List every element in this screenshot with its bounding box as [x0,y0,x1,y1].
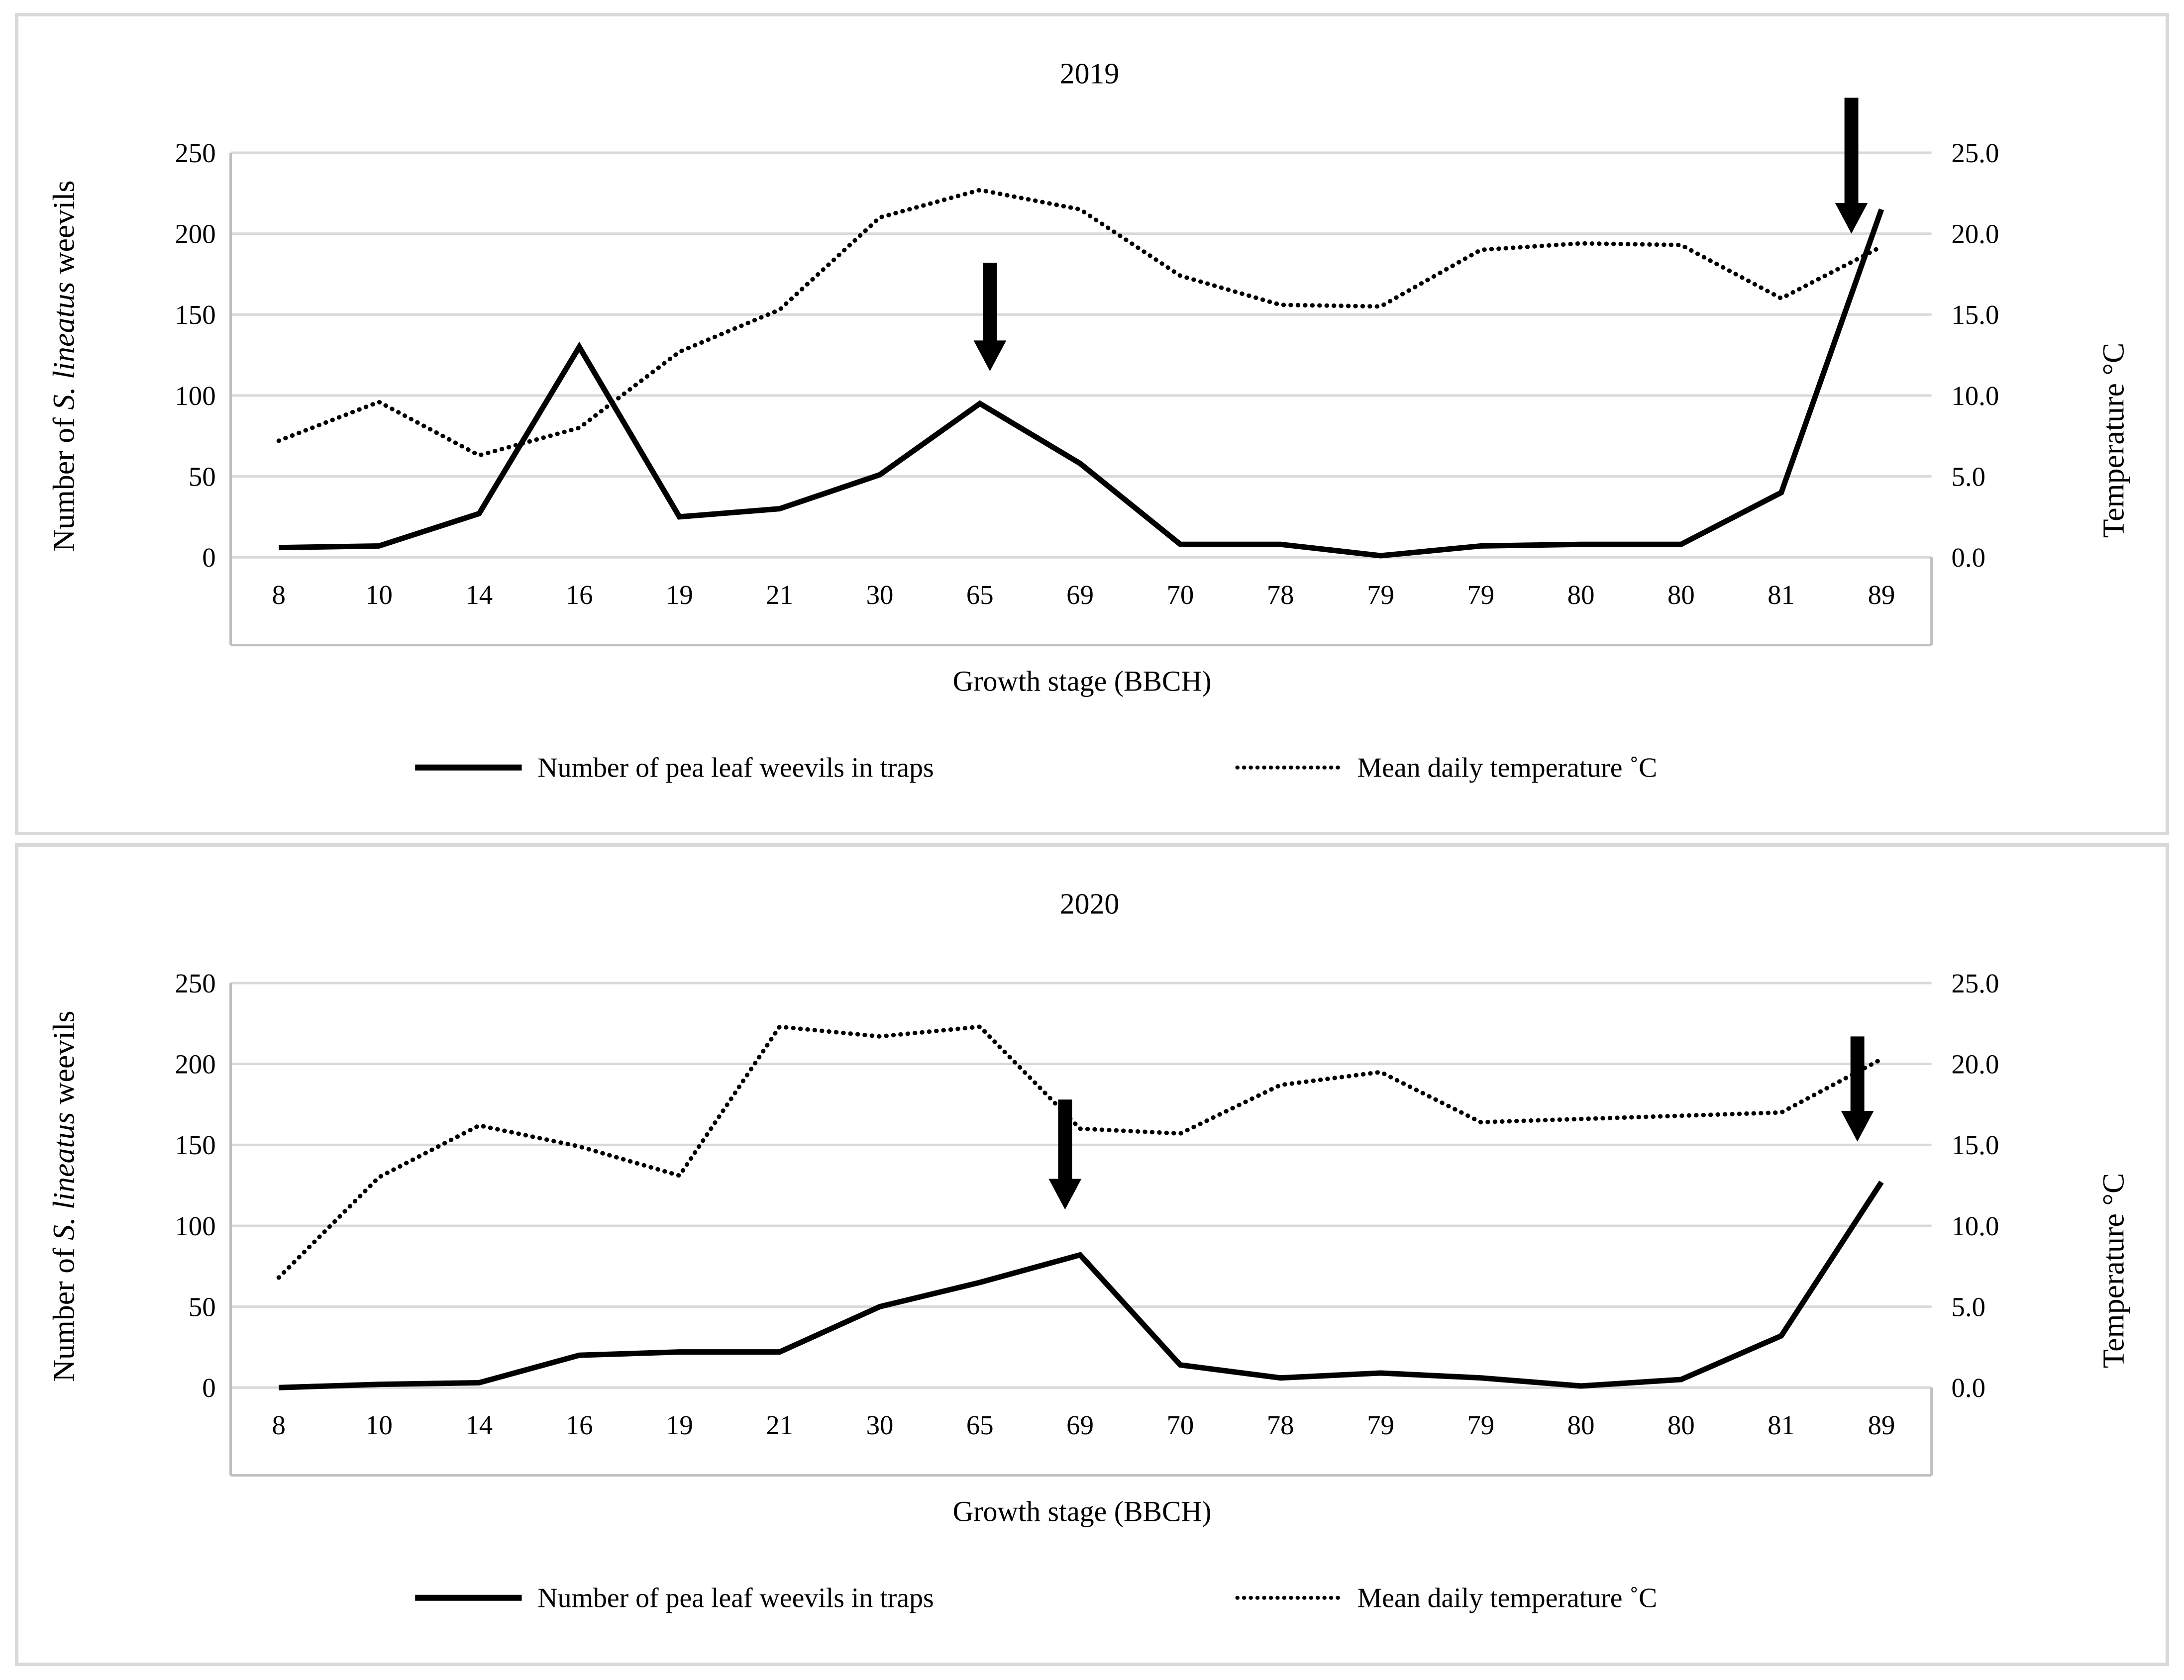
y-right-tick-label: 0.0 [1951,542,1985,573]
x-tick-label: 8 [272,580,285,610]
y-left-tick-label: 250 [175,968,215,998]
x-tick-label: 78 [1267,1410,1294,1440]
legend-label-temperature: Mean daily temperature ˚C [1357,753,1658,784]
x-tick-label: 16 [566,1410,593,1440]
y-right-tick-label: 20.0 [1951,219,1999,249]
annotation-layer [1048,1036,1874,1210]
y-axis-title-left-part: Number of [47,1240,81,1382]
y-left-tick-label: 200 [175,219,215,249]
y-axis-title-right: Temperature °C [2096,343,2130,538]
y-left-tick-label: 0 [202,1373,215,1403]
y-axis-title-left-species: S. lineatus [47,1112,81,1240]
weevils-line [279,1181,1884,1390]
annotation-layer [973,98,1868,372]
temperature-line [276,188,1884,458]
axis-layer: 250 25.0 200 20.0 150 15.0 100 10.0 50 5.0 0 0.0 8 10… [175,968,1999,1477]
x-axis-title: Growth stage (BBCH) [953,1496,1212,1528]
x-axis-title: Growth stage (BBCH) [953,665,1212,697]
legend: Number of pea leaf weevils in traps Mean… [415,1583,1657,1614]
chart-2019: 250 25.0 200 20.0 150 15.0 100 10.0 50 5.0 0 0.0 8 10… [47,57,2131,784]
x-tick-label: 79 [1367,580,1394,610]
chart-title: 2019 [1060,57,1120,90]
gridlines-layer [230,982,1932,1389]
y-right-tick-label: 20.0 [1951,1049,1999,1080]
chart-panel-2020: 250 25.0 200 20.0 150 15.0 100 10.0 50 5.0 0 0.0 8 10… [15,843,2169,1666]
x-tick-label: 8 [272,1410,285,1440]
legend: Number of pea leaf weevils in traps Mean… [415,753,1657,784]
y-right-tick-label: 0.0 [1951,1373,1985,1403]
x-tick-label: 14 [465,580,493,610]
x-tick-label: 89 [1868,580,1895,610]
x-tick-label: 69 [1066,580,1094,610]
down-arrow-annotation [1835,98,1868,234]
y-axis-title-left: Number of S. lineatus weevils [47,180,81,551]
x-tick-label: 21 [766,580,793,610]
x-tick-label: 69 [1066,1410,1094,1440]
chart-2020: 250 25.0 200 20.0 150 15.0 100 10.0 50 5.0 0 0.0 8 10… [47,888,2131,1614]
down-arrow-annotation [973,263,1007,372]
x-tick-label: 89 [1868,1410,1895,1440]
y-right-tick-label: 25.0 [1951,138,1999,168]
y-left-tick-label: 150 [175,1130,215,1161]
y-right-tick-label: 5.0 [1951,462,1985,492]
y-axis-title-left-part: weevils [47,1011,81,1112]
x-tick-label: 80 [1667,580,1695,610]
x-tick-label: 10 [365,580,393,610]
y-axis-title-left-part: Number of [47,410,81,552]
x-tick-label: 30 [866,580,894,610]
y-right-tick-label: 15.0 [1951,1130,1999,1161]
x-tick-label: 65 [966,580,994,610]
y-axis-title-right: Temperature °C [2096,1173,2130,1369]
y-axis-title-left-part: weevils [47,180,81,282]
x-tick-label: 81 [1768,1410,1795,1440]
temperature-line [276,1024,1884,1280]
chart-title: 2020 [1060,888,1120,920]
y-right-tick-label: 10.0 [1951,381,1999,411]
y-left-tick-label: 100 [175,1211,215,1241]
legend-label-weevils: Number of pea leaf weevils in traps [537,1583,934,1614]
x-tick-label: 70 [1166,580,1194,610]
x-tick-label: 81 [1768,580,1795,610]
series-layer [276,188,1884,559]
x-tick-label: 65 [966,1410,994,1440]
x-tick-label: 79 [1367,1410,1394,1440]
x-tick-label: 79 [1467,580,1494,610]
y-axis-title-left: Number of S. lineatus weevils [47,1011,81,1382]
y-left-tick-label: 50 [189,462,216,492]
y-left-tick-label: 0 [202,542,215,573]
legend-label-temperature: Mean daily temperature ˚C [1357,1583,1658,1614]
series-layer [276,1024,1884,1390]
x-tick-label: 70 [1166,1410,1194,1440]
x-tick-label: 79 [1467,1410,1494,1440]
weevils-line [279,208,1884,559]
y-left-tick-label: 100 [175,381,215,411]
y-right-tick-label: 25.0 [1951,968,1999,998]
x-tick-label: 14 [465,1410,493,1440]
x-tick-label: 19 [666,1410,693,1440]
x-tick-label: 30 [866,1410,894,1440]
y-axis-title-left-species: S. lineatus [47,282,81,410]
y-right-tick-label: 15.0 [1951,299,1999,330]
y-right-tick-label: 5.0 [1951,1292,1985,1322]
down-arrow-annotation [1048,1099,1082,1210]
x-tick-label: 80 [1567,580,1595,610]
axis-layer: 250 25.0 200 20.0 150 15.0 100 10.0 50 5.0 0 0.0 8 10… [175,138,1999,647]
x-tick-label: 10 [365,1410,393,1440]
y-left-tick-label: 250 [175,138,215,168]
x-tick-label: 21 [766,1410,793,1440]
legend-label-weevils: Number of pea leaf weevils in traps [537,753,934,784]
x-tick-label: 19 [666,580,693,610]
x-tick-label: 80 [1667,1410,1695,1440]
gridlines-layer [230,151,1932,559]
x-tick-label: 16 [566,580,593,610]
y-right-tick-label: 10.0 [1951,1211,1999,1241]
x-tick-label: 80 [1567,1410,1595,1440]
down-arrow-annotation [1841,1036,1874,1142]
y-left-tick-label: 200 [175,1049,215,1080]
x-tick-label: 78 [1267,580,1294,610]
y-left-tick-label: 150 [175,299,215,330]
chart-panel-2019: 250 25.0 200 20.0 150 15.0 100 10.0 50 5.0 0 0.0 8 10… [15,13,2169,836]
y-left-tick-label: 50 [189,1292,216,1322]
